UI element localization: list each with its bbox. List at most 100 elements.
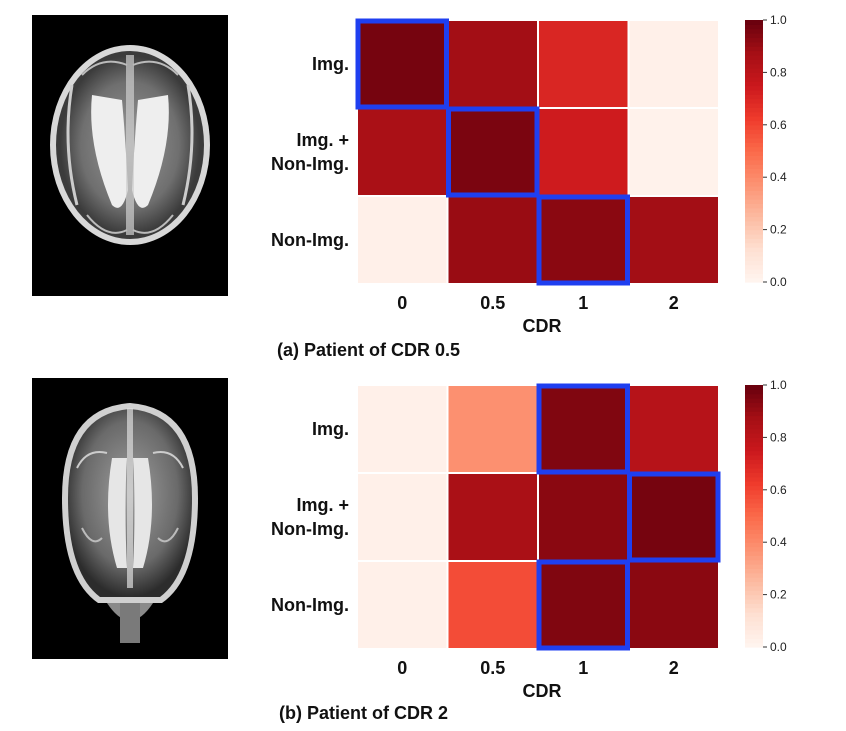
heatmap-cell — [539, 109, 628, 195]
colorbar-tick-label: 0.4 — [770, 535, 787, 549]
colorbar-segment — [745, 577, 763, 583]
colorbar-segment — [745, 68, 763, 73]
colorbar-segment — [745, 33, 763, 39]
colorbar-segment — [745, 467, 763, 473]
colorbar-segment — [745, 159, 763, 165]
heatmap-cell — [539, 562, 628, 648]
colorbar-segment — [745, 28, 763, 34]
colorbar-segment — [745, 207, 763, 213]
heatmap-cell — [448, 21, 537, 107]
colorbar-segment — [745, 20, 763, 25]
caption-a: (a) Patient of CDR 0.5 — [277, 340, 461, 360]
colorbar-tick-label: 1.0 — [770, 13, 787, 27]
colorbar-segment — [745, 225, 763, 231]
colorbar-segment — [745, 629, 763, 635]
colorbar-segment — [745, 598, 763, 604]
colorbar-segment — [745, 89, 763, 95]
colorbar-segment — [745, 247, 763, 253]
colorbar-tick-label: 0.6 — [770, 118, 787, 132]
colorbar-segment — [745, 185, 763, 191]
colorbar-segment — [745, 472, 763, 478]
colorbar-segment — [745, 277, 763, 283]
column-label: 1 — [578, 293, 588, 313]
colorbar-segment — [745, 389, 763, 395]
mri-image-axial — [32, 15, 228, 296]
heatmap-cell — [358, 197, 447, 283]
colorbar-segment — [745, 146, 763, 152]
colorbar-segment — [745, 151, 763, 156]
colorbar-segment — [745, 76, 763, 82]
colorbar-segment — [745, 612, 763, 618]
row-label: Non-Img. — [271, 595, 349, 615]
colorbar-segment — [745, 233, 763, 239]
colorbar-segment — [745, 529, 763, 535]
highlight-box — [355, 18, 449, 110]
heatmap-cell — [448, 109, 537, 195]
colorbar-segment — [745, 481, 763, 487]
column-label: 0.5 — [480, 658, 505, 678]
colorbar-segment — [745, 260, 763, 266]
colorbar-segment — [745, 511, 763, 517]
colorbar-segment — [745, 264, 763, 270]
colorbar-segment — [745, 142, 763, 148]
colorbar-segment — [745, 402, 763, 408]
colorbar-segment — [745, 72, 763, 78]
colorbar-segment — [745, 638, 763, 644]
heatmap-cell — [358, 21, 447, 107]
colorbar-segment — [745, 550, 763, 556]
colorbar-segment — [745, 476, 763, 482]
colorbar-segment — [745, 46, 763, 52]
colorbar-segment — [745, 251, 763, 257]
colorbar-segment — [745, 542, 763, 548]
colorbar-segment — [745, 216, 763, 222]
heatmap-cell — [539, 21, 628, 107]
colorbar-segment — [745, 137, 763, 143]
colorbar-segment — [745, 507, 763, 513]
colorbar-segment — [745, 546, 763, 552]
colorbar-segment — [745, 564, 763, 569]
heatmap-cell — [448, 197, 537, 283]
highlight-box — [536, 559, 630, 651]
colorbar-tick-label: 0.2 — [770, 223, 787, 237]
colorbar-segment — [745, 41, 763, 47]
column-label: 0.5 — [480, 293, 505, 313]
row-label: Img. — [312, 419, 349, 439]
colorbar-segment — [745, 642, 763, 648]
colorbar-tick-label: 0.2 — [770, 588, 787, 602]
heatmap-cell — [358, 386, 447, 472]
heatmap-b: Img. Img. + Non-Img. Non-Img. 0 0.5 1 2 CDR 0.0 0.… — [271, 378, 787, 701]
row-label: Non-Img. — [271, 230, 349, 250]
colorbar-segment — [745, 494, 763, 500]
colorbar-segment — [745, 524, 763, 530]
colorbar-tick-label: 0.0 — [770, 640, 787, 654]
colorbar-segment — [745, 616, 763, 622]
colorbar-segment — [745, 120, 763, 126]
colorbar-tick-label: 0.4 — [770, 170, 787, 184]
colorbar-segment — [745, 24, 763, 30]
column-label: 0 — [397, 658, 407, 678]
colorbar-segment — [745, 255, 763, 261]
colorbar-segment — [745, 572, 763, 578]
panel-b: Img. Img. + Non-Img. Non-Img. 0 0.5 1 2 CDR 0.0 0.… — [0, 365, 846, 731]
heatmap-cell — [358, 109, 447, 195]
colorbar-segment — [745, 181, 763, 187]
colorbar-segment — [745, 406, 763, 412]
colorbar-segment — [745, 238, 763, 244]
colorbar-segment — [745, 415, 763, 421]
highlight-box — [446, 106, 540, 198]
colorbar-segment — [745, 533, 763, 539]
colorbar-segment — [745, 102, 763, 108]
colorbar-segment — [745, 625, 763, 631]
colorbar-segment — [745, 212, 763, 218]
heatmap-cell — [629, 474, 718, 560]
heatmap-a: Img. Img. + Non-Img. Non-Img. 0 0.5 1 2 CDR 0.0 0.… — [271, 13, 787, 336]
colorbar-segment — [745, 419, 763, 425]
heatmap-cell — [448, 474, 537, 560]
colorbar-segment — [745, 568, 763, 574]
colorbar-segment — [745, 155, 763, 161]
colorbar-segment — [745, 411, 763, 417]
colorbar-tick-label: 0.6 — [770, 483, 787, 497]
heatmap-cell — [358, 474, 447, 560]
colorbar-segment — [745, 424, 763, 430]
colorbar-segment — [745, 603, 763, 609]
